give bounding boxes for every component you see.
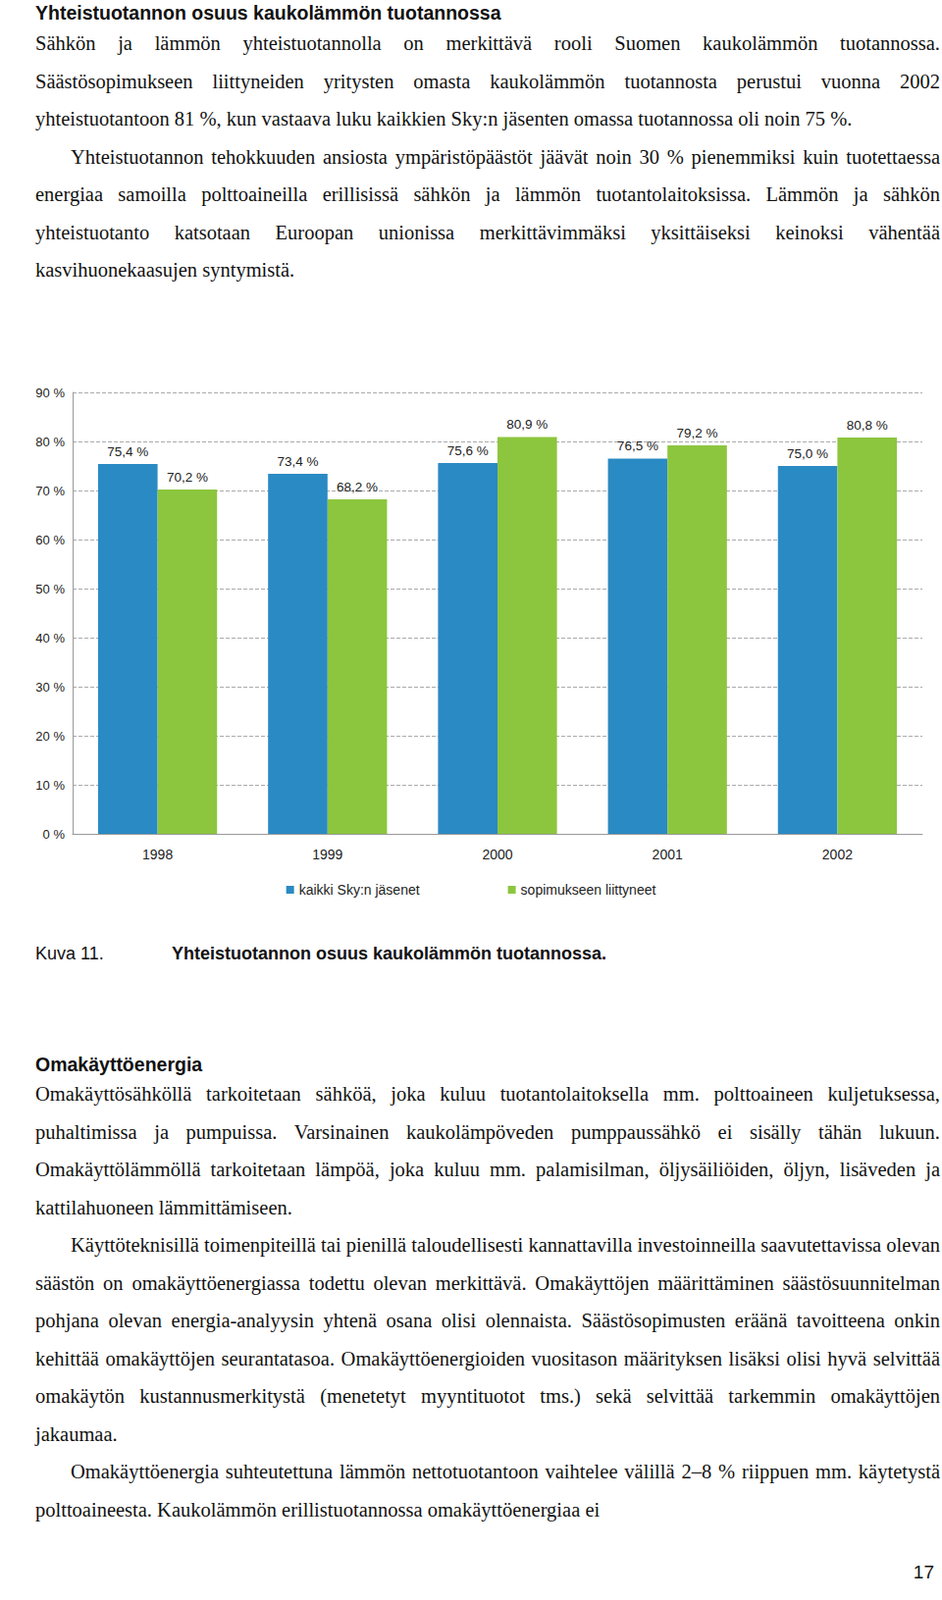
svg-text:73,4 %: 73,4 % — [276, 454, 318, 470]
svg-text:2000: 2000 — [481, 846, 513, 863]
html-text:Sähkön ja lämmön yhteistuotann: Sähkön ja lämmön yhteistuotannolla on me… — [35, 32, 941, 130]
svg-text:1998: 1998 — [142, 846, 173, 863]
html-text:Yhteistuotannon osuus kaukoläm: Yhteistuotannon osuus kaukolämmön tuotan… — [171, 943, 607, 964]
svg-text:76,5 %: 76,5 % — [617, 438, 659, 454]
html-text:Kuva 11.: Kuva 11. — [35, 943, 104, 964]
svg-text:2001: 2001 — [652, 846, 683, 863]
svg-text:2002: 2002 — [822, 846, 853, 863]
html-text:Yhteistuotannon osuus kaukoläm: Yhteistuotannon osuus kaukolämmön tuotan… — [35, 1, 501, 24]
svg-text:80 %: 80 % — [35, 434, 65, 450]
html-text:Käyttöteknisillä toimenpiteill: Käyttöteknisillä toimenpiteillä tai pien… — [35, 1234, 941, 1445]
svg-text:80,8 %: 80,8 % — [846, 418, 889, 433]
svg-text:20 %: 20 % — [35, 729, 65, 744]
svg-text:75,6 %: 75,6 % — [447, 443, 489, 459]
svg-text:75,4 %: 75,4 % — [106, 444, 149, 460]
svg-text:10 %: 10 % — [35, 778, 65, 793]
svg-text:80,9 %: 80,9 % — [506, 417, 548, 432]
svg-text:60 %: 60 % — [35, 532, 65, 548]
svg-text:30 %: 30 % — [35, 680, 65, 695]
svg-text:40 %: 40 % — [35, 630, 65, 646]
html-text:Omakäyttösähköllä tarkoitetaan: Omakäyttösähköllä tarkoitetaan sähköä, j… — [35, 1083, 941, 1219]
svg-text:68,2 %: 68,2 % — [336, 479, 378, 495]
svg-text:1999: 1999 — [312, 846, 343, 863]
html-text:17: 17 — [913, 1562, 935, 1583]
svg-text:70,2 %: 70,2 % — [166, 470, 209, 485]
svg-text:75,0 %: 75,0 % — [786, 446, 829, 462]
html-text:Yhteistuotannon tehokkuuden an: Yhteistuotannon tehokkuuden ansiosta ymp… — [35, 145, 941, 281]
svg-text:0 %: 0 % — [43, 827, 66, 842]
svg-text:50 %: 50 % — [35, 581, 65, 597]
svg-text:90 %: 90 % — [35, 385, 65, 401]
svg-text:sopimukseen liittyneet: sopimukseen liittyneet — [521, 882, 657, 898]
svg-text:79,2 %: 79,2 % — [676, 425, 718, 441]
html-text:Omakäyttöenergia: Omakäyttöenergia — [35, 1053, 203, 1076]
svg-text:70 %: 70 % — [35, 483, 65, 499]
html-text:Omakäyttöenergia suhteutettuna: Omakäyttöenergia suhteutettuna lämmön ne… — [35, 1461, 941, 1521]
svg-text:kaikki Sky:n jäsenet: kaikki Sky:n jäsenet — [299, 882, 420, 898]
